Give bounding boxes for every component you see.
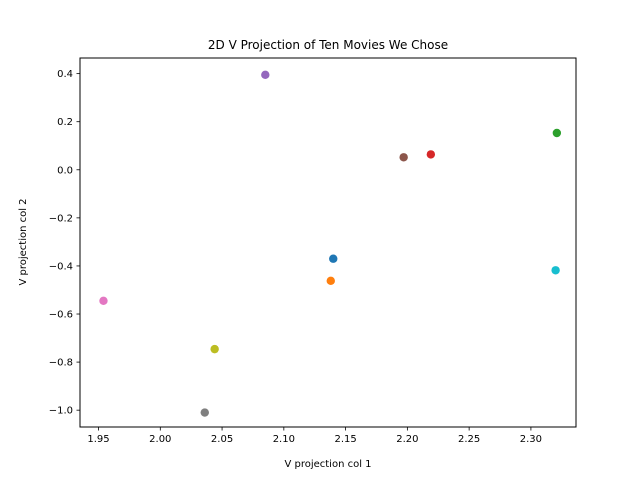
y-tick-label: −0.4 [49, 261, 73, 272]
data-point-1 [329, 254, 338, 263]
y-tick-label: −0.2 [49, 213, 73, 224]
chart-title: 2D V Projection of Ten Movies We Chose [208, 38, 448, 52]
y-tick-label: 0.0 [57, 165, 73, 176]
data-point-7 [99, 296, 108, 305]
plot-frame [79, 57, 577, 428]
x-tick-label: 2.10 [273, 434, 295, 445]
y-axis-label: V projection col 2 [18, 198, 29, 285]
data-point-10 [551, 266, 560, 275]
data-point-4 [426, 150, 436, 159]
x-axis-label: V projection col 1 [284, 459, 371, 470]
y-tick-label: −0.6 [49, 310, 73, 321]
y-axis: −1.0 −0.8 −0.6 −0.4 −0.2 0.0 0.2 0.4 [49, 69, 80, 417]
data-point-9 [210, 344, 219, 354]
x-tick-label: 2.25 [458, 434, 480, 445]
y-tick-label: 0.4 [57, 69, 73, 80]
x-tick-label: 2.30 [520, 434, 542, 445]
data-point-5 [261, 70, 270, 80]
plot-area [99, 70, 562, 417]
x-tick-label: 2.20 [396, 434, 418, 445]
y-tick-label: −1.0 [49, 406, 73, 417]
x-tick-label: 2.05 [211, 434, 233, 445]
x-tick-label: 2.00 [149, 434, 171, 445]
data-point-8 [200, 408, 209, 417]
y-tick-label: 0.2 [57, 117, 73, 128]
x-tick-label: 2.15 [334, 434, 356, 445]
x-tick-label: 1.95 [87, 434, 109, 445]
data-point-6 [399, 153, 408, 162]
x-axis: 1.95 2.00 2.05 2.10 2.15 2.20 2.25 2.30 [87, 427, 542, 445]
data-point-2 [326, 276, 335, 286]
data-point-3 [552, 128, 562, 138]
y-tick-label: −0.8 [49, 358, 73, 369]
